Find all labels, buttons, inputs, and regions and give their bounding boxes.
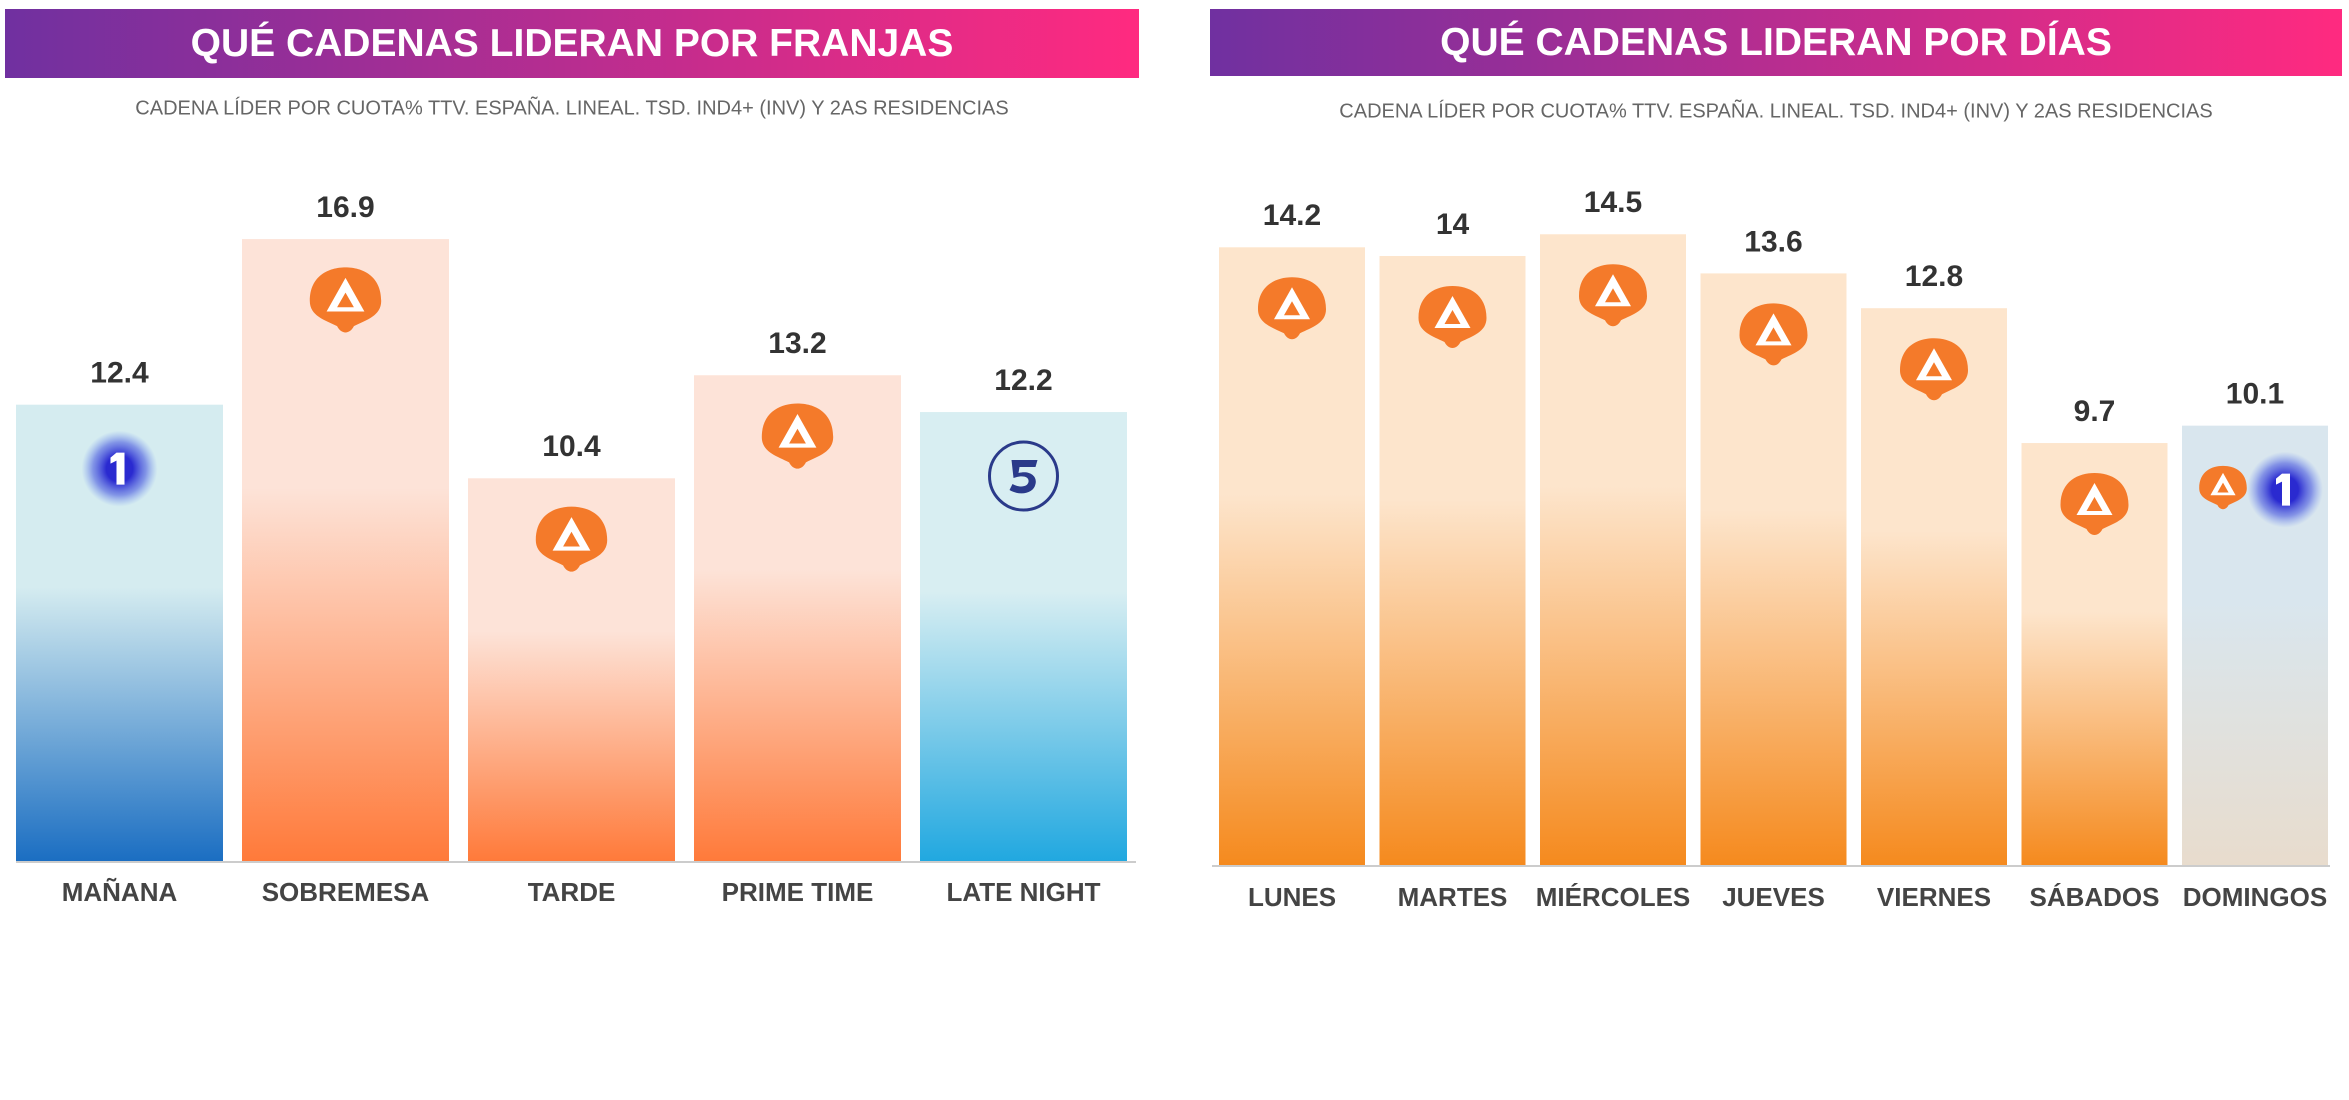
logo-shape xyxy=(761,403,834,469)
logo-shape xyxy=(1739,303,1808,366)
value-label: 12.4 xyxy=(90,357,149,390)
antena3-logo xyxy=(1258,277,1326,340)
chart-title: QUÉ CADENAS LIDERAN POR DÍAS xyxy=(1440,20,2112,64)
bar xyxy=(1219,247,1365,866)
category-label: VIERNES xyxy=(1877,882,1991,912)
antena3-logo xyxy=(535,506,608,572)
logo-shape xyxy=(1755,313,1792,346)
logo-shape xyxy=(2276,473,2290,506)
logo-shape xyxy=(326,277,365,312)
logo-shape xyxy=(1009,460,1038,494)
value-label: 14.2 xyxy=(1263,199,1321,232)
value-label: 9.7 xyxy=(2074,395,2116,428)
value-label: 14.5 xyxy=(1584,186,1642,219)
value-label: 10.4 xyxy=(542,430,601,463)
logo-shape xyxy=(1595,274,1631,307)
la1-logo xyxy=(81,430,158,507)
value-label: 12.2 xyxy=(994,364,1052,397)
antena3-logo xyxy=(1418,286,1487,348)
logo-shape xyxy=(2060,473,2129,536)
category-label: MARTES xyxy=(1398,882,1508,912)
bar xyxy=(1861,308,2007,865)
bar xyxy=(242,239,449,861)
bar xyxy=(1700,273,1847,865)
bar xyxy=(920,412,1127,861)
antena3-logo xyxy=(761,403,834,469)
logo-shape xyxy=(1579,264,1647,327)
title-banner xyxy=(1210,9,2342,76)
category-label: SOBREMESA xyxy=(262,877,430,907)
logo-shape xyxy=(1916,348,1952,381)
category-label: LATE NIGHT xyxy=(946,877,1100,907)
logo-shape xyxy=(535,506,608,572)
chart-subtitle: CADENA LÍDER POR CUOTA% TTV. ESPAÑA. LIN… xyxy=(1339,98,2212,122)
antena3-logo xyxy=(1900,338,1968,401)
value-label: 14 xyxy=(1436,208,1470,241)
chart-title: QUÉ CADENAS LIDERAN POR FRANJAS xyxy=(191,21,954,65)
value-label: 13.2 xyxy=(768,327,826,360)
value-label: 12.8 xyxy=(1905,260,1963,293)
bar xyxy=(1379,256,1526,865)
category-label: SÁBADOS xyxy=(2029,882,2159,912)
logo-shape xyxy=(988,440,1059,512)
category-label: MAÑANA xyxy=(62,877,178,907)
antena3-logo xyxy=(1579,264,1647,327)
logo-shape xyxy=(552,517,591,551)
antena3-logo xyxy=(2199,465,2247,510)
category-label: LUNES xyxy=(1248,882,1336,912)
logo-shape xyxy=(2199,465,2247,510)
logo-shape xyxy=(2076,483,2113,516)
logo-shape xyxy=(778,414,817,448)
chart-subtitle: CADENA LÍDER POR CUOTA% TTV. ESPAÑA. LIN… xyxy=(135,95,1008,119)
value-label: 16.9 xyxy=(316,191,374,224)
category-label: MIÉRCOLES xyxy=(1536,882,1691,912)
logo-shape xyxy=(1418,286,1487,348)
logo-shape xyxy=(1900,338,1968,401)
category-label: PRIME TIME xyxy=(722,877,874,907)
la1-logo xyxy=(2247,451,2323,528)
category-label: TARDE xyxy=(528,877,616,907)
logo-shape xyxy=(1274,287,1310,320)
logo-shape xyxy=(110,452,125,485)
antena3-logo xyxy=(1739,303,1808,366)
bar xyxy=(1540,234,1686,865)
category-label: DOMINGOS xyxy=(2183,882,2327,912)
value-label: 10.1 xyxy=(2226,378,2284,411)
logo-shape xyxy=(1258,277,1326,340)
logo-shape xyxy=(1434,296,1471,328)
antena3-logo xyxy=(309,267,382,333)
logo-shape xyxy=(309,267,382,333)
category-label: JUEVES xyxy=(1722,882,1825,912)
title-banner xyxy=(5,9,1139,78)
antena3-logo xyxy=(2060,473,2129,536)
value-label: 13.6 xyxy=(1744,225,1802,258)
telecinco-logo xyxy=(988,440,1059,512)
logo-shape xyxy=(2210,472,2236,496)
